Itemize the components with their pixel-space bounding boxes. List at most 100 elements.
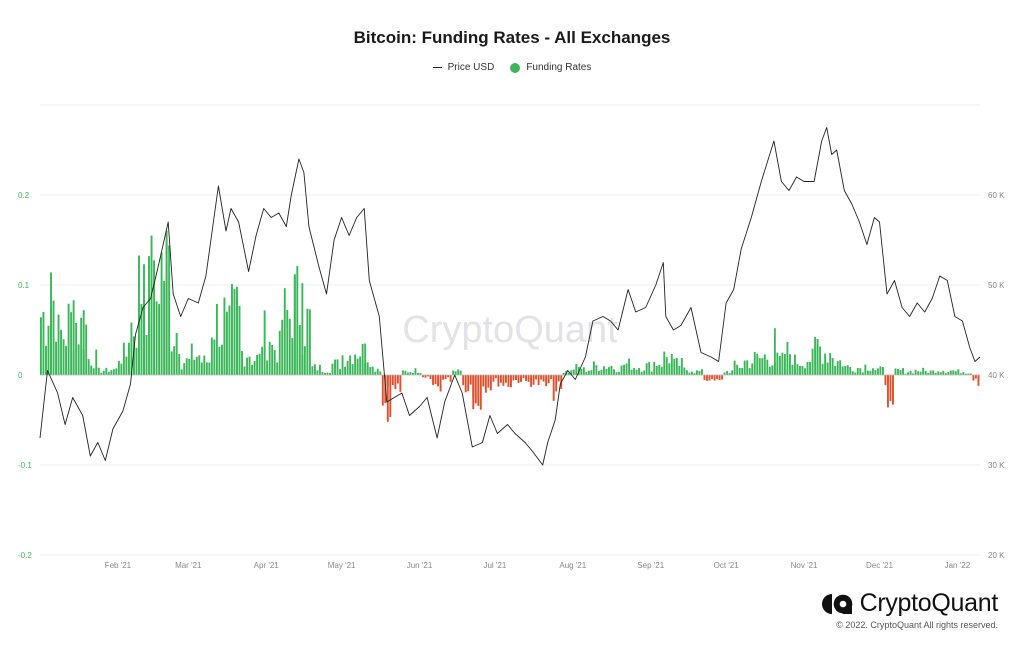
funding-rate-bar (849, 366, 852, 375)
y-left-tick-label: 0.1 (18, 281, 30, 290)
funding-rate-bar (620, 365, 623, 375)
funding-rate-bar (515, 375, 517, 381)
legend-label-funding: Funding Rates (526, 62, 592, 73)
funding-rate-bar (276, 362, 279, 375)
funding-rate-bar (409, 372, 412, 375)
price-line-swatch (432, 67, 442, 68)
funding-rate-bar (316, 370, 319, 375)
funding-rate-bar (308, 309, 311, 375)
funding-rate-bar (225, 311, 228, 375)
funding-rate-bar (846, 365, 849, 375)
funding-rate-bar (972, 375, 975, 381)
funding-rate-bar (361, 344, 364, 375)
legend-item-funding[interactable]: Funding Rates (510, 62, 591, 73)
funding-rate-bar (220, 344, 223, 375)
funding-rate-bar (869, 370, 872, 375)
funding-rate-bar (623, 364, 626, 375)
funding-rate-bar (256, 354, 259, 375)
funding-rate-bar (597, 370, 600, 375)
funding-rate-bar (824, 353, 827, 375)
funding-rate-bar (391, 375, 394, 386)
funding-rate-bar (776, 352, 779, 375)
funding-rate-bar (193, 359, 196, 375)
funding-rate-bar (210, 337, 213, 375)
brand-name: CryptoQuant (859, 589, 999, 617)
funding-rate-bar (318, 364, 321, 375)
funding-rate-bar (112, 369, 115, 375)
funding-rate-bar (892, 375, 894, 405)
funding-rate-bar (751, 363, 754, 375)
funding-rate-bar (643, 370, 646, 375)
funding-rate-bar (183, 363, 186, 375)
funding-rate-bar (148, 256, 150, 375)
funding-rate-bar (537, 375, 540, 385)
funding-rate-bar (90, 365, 93, 375)
funding-rate-bar (258, 353, 261, 375)
funding-rate-bar (957, 369, 960, 375)
funding-rate-bar (432, 375, 434, 385)
funding-rate-bar (77, 344, 80, 375)
funding-rate-bar (562, 372, 565, 375)
funding-rate-spike (223, 297, 226, 375)
funding-rate-bar (153, 260, 156, 375)
funding-rate-bar (233, 289, 236, 375)
funding-rate-bar (690, 371, 693, 375)
funding-rate-bar (117, 360, 120, 375)
legend-item-price[interactable]: Price USD (432, 62, 494, 73)
funding-rate-bar (587, 370, 590, 375)
funding-rate-bar (70, 312, 73, 375)
funding-rate-bar (550, 375, 553, 380)
funding-rate-bar (600, 369, 603, 375)
funding-rate-bar (339, 369, 341, 375)
funding-rate-bar (394, 375, 397, 390)
funding-rate-bar (522, 375, 525, 378)
funding-rate-bar (366, 362, 369, 375)
funding-rate-spike (887, 375, 889, 408)
funding-rate-bar (668, 363, 671, 375)
funding-rate-bar (248, 356, 251, 375)
funding-rate-spike (977, 375, 980, 386)
funding-rate-bar (65, 345, 68, 375)
funding-rate-bar (92, 368, 95, 375)
funding-rate-bar (937, 371, 940, 375)
funding-rate-bar (288, 318, 291, 375)
funding-rate-bar (62, 339, 65, 375)
funding-rate-bar (871, 368, 874, 375)
funding-rate-bar (922, 367, 925, 375)
funding-rate-bar (346, 360, 349, 375)
funding-rate-bar (861, 372, 864, 375)
funding-rate-bar (859, 368, 862, 375)
funding-rate-bar (168, 245, 171, 375)
funding-rate-bar (610, 365, 613, 375)
funding-rate-spike (364, 343, 367, 375)
funding-rate-bar (286, 309, 289, 375)
y-right-tick-label: 30 K (988, 461, 1005, 470)
funding-rate-bar (844, 365, 847, 375)
funding-rate-bar (736, 364, 739, 375)
funding-rate-bar (175, 332, 178, 375)
funding-rate-bar (527, 375, 530, 382)
funding-rate-spike (72, 300, 75, 375)
funding-rate-bar (949, 370, 952, 375)
funding-rate-bar (897, 369, 899, 375)
funding-rate-bar (786, 341, 789, 375)
funding-rate-bar (635, 369, 638, 375)
funding-rate-bar (894, 368, 897, 375)
funding-rate-bar (215, 303, 218, 375)
y-left-tick-label: 0.2 (18, 191, 30, 200)
funding-rate-bar (879, 366, 882, 375)
funding-rate-bar (298, 325, 301, 375)
funding-rate-bar (424, 375, 427, 378)
funding-rate-bar (954, 371, 957, 375)
funding-rate-bar (411, 372, 414, 375)
funding-rate-bar (203, 355, 206, 375)
funding-rate-bar (371, 366, 374, 375)
chart-legend: Price USD Funding Rates (0, 62, 1024, 73)
funding-rate-bar (417, 372, 419, 375)
funding-rate-bar (331, 363, 334, 375)
funding-rate-bar (625, 363, 628, 375)
funding-rate-bar (969, 373, 972, 375)
funding-rate-bar (349, 355, 352, 375)
funding-rate-bar (665, 357, 668, 375)
x-tick-label: Feb '21 (105, 561, 132, 570)
